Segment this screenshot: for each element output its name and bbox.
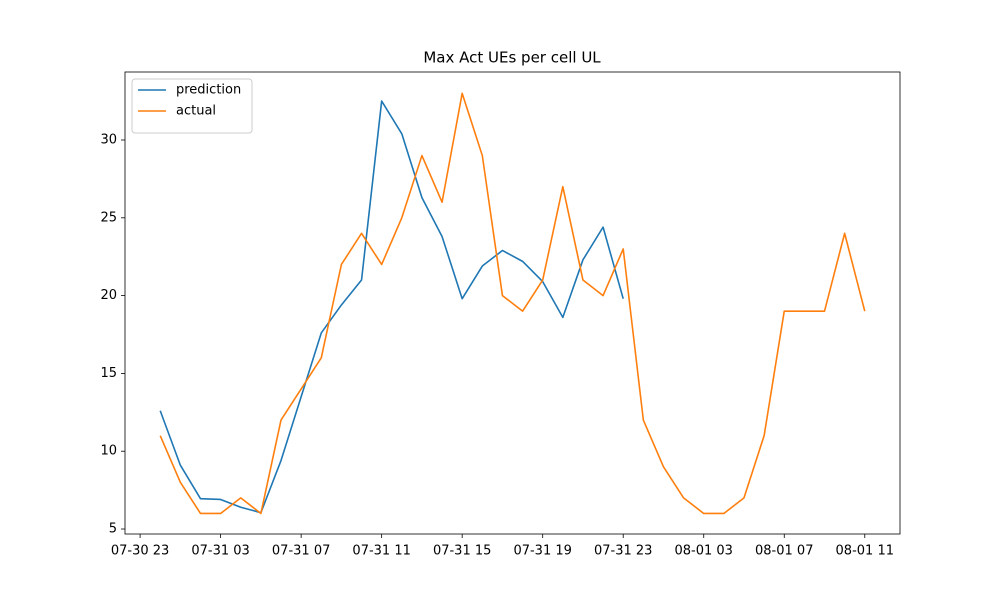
chart-title: Max Act UEs per cell UL [423,49,601,67]
x-tick-label: 08-01 03 [675,544,733,559]
y-tick-label: 25 [100,210,117,225]
y-tick-label: 15 [100,366,117,381]
x-tick-label: 08-01 07 [755,544,813,559]
legend: prediction actual [131,78,253,134]
legend-label: prediction [176,83,241,98]
y-tick-label: 20 [100,288,117,303]
line-series [159,92,866,515]
x-tick-label: 07-31 19 [513,544,571,559]
legend-box [131,78,253,134]
x-tick-label: 07-31 15 [433,544,491,559]
legend-label: actual [176,104,216,119]
x-tick-label: 07-31 07 [272,544,330,559]
line-series [159,100,624,514]
y-tick-label: 30 [100,133,117,148]
x-tick-label: 07-31 23 [594,544,652,559]
x-tick-label: 07-30 23 [111,544,169,559]
plot-frame [124,71,901,535]
y-tick-label: 5 [109,522,117,537]
y-tick-label: 10 [100,444,117,459]
x-tick-label: 07-31 03 [191,544,249,559]
x-tick-label: 08-01 11 [836,544,894,559]
x-tick-label: 07-31 11 [352,544,410,559]
